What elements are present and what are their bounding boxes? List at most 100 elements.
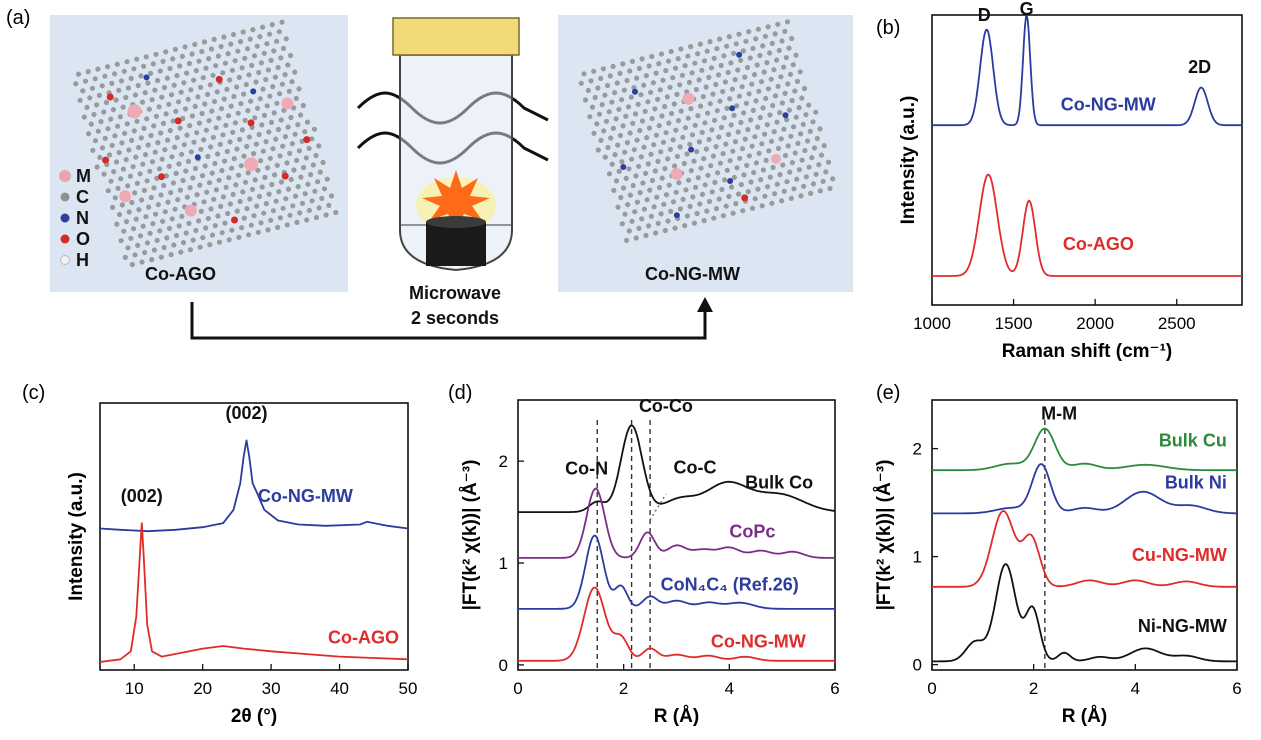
- carbon-atom: [141, 63, 147, 69]
- carbon-atom: [246, 232, 252, 238]
- peak-annotation: M-M: [1041, 403, 1077, 423]
- carbon-atom: [75, 71, 82, 77]
- carbon-atom: [645, 161, 651, 167]
- carbon-atom: [729, 86, 736, 92]
- carbon-atom: [655, 220, 661, 226]
- carbon-atom: [694, 210, 700, 217]
- carbon-atom: [86, 131, 92, 137]
- carbon-atom: [609, 161, 615, 167]
- carbon-atom: [268, 217, 274, 223]
- carbon-atom: [151, 123, 157, 129]
- carbon-atom: [146, 106, 152, 112]
- sample-pellet: [426, 222, 486, 266]
- carbon-atom: [235, 172, 242, 178]
- carbon-atom: [771, 67, 777, 73]
- carbon-atom: [234, 84, 240, 90]
- carbon-atom: [259, 184, 265, 190]
- x-tick-label: 2: [1029, 679, 1038, 698]
- carbon-atom: [278, 55, 284, 61]
- carbon-atom: [650, 80, 657, 86]
- carbon-atom: [165, 137, 171, 143]
- carbon-atom: [164, 235, 170, 241]
- carbon-atom: [679, 72, 686, 78]
- carbon-atom: [212, 223, 218, 229]
- carbon-atom: [84, 104, 90, 110]
- x-tick-label: 2500: [1158, 314, 1196, 333]
- carbon-atom: [710, 91, 716, 97]
- series-label: Co-NG-MW: [1061, 95, 1156, 115]
- carbon-atom: [130, 164, 136, 170]
- carbon-atom: [121, 228, 127, 234]
- carbon-atom: [772, 191, 778, 197]
- carbon-atom: [240, 29, 246, 35]
- carbon-atom: [139, 99, 146, 105]
- carbon-atom: [748, 117, 754, 123]
- carbon-atom: [627, 130, 633, 136]
- carbon-atom: [292, 69, 298, 75]
- carbon-atom: [763, 95, 769, 101]
- carbon-atom: [612, 152, 618, 158]
- carbon-atom: [636, 225, 642, 231]
- carbon-atom: [777, 110, 783, 116]
- series-label: Ni-NG-MW: [1138, 616, 1227, 636]
- carbon-atom: [637, 190, 643, 196]
- carbon-atom: [142, 90, 148, 96]
- carbon-atom: [126, 147, 132, 153]
- carbon-atom: [667, 84, 673, 90]
- carbon-atom: [794, 176, 800, 182]
- carbon-atom: [166, 101, 172, 107]
- carbon-atom: [156, 104, 162, 110]
- carbon-atom: [225, 51, 231, 57]
- carbon-atom: [720, 213, 727, 219]
- panel-b-label: (b): [876, 17, 900, 39]
- carbon-atom: [132, 92, 139, 98]
- x-tick-label: 40: [330, 679, 349, 698]
- legend-m-atom: [59, 170, 71, 182]
- carbon-atom: [592, 94, 598, 101]
- carbon-atom: [707, 39, 713, 45]
- carbon-atom: [646, 223, 652, 229]
- carbon-atom: [287, 212, 293, 218]
- carbon-atom: [648, 213, 655, 219]
- carbon-atom: [742, 74, 748, 80]
- carbon-atom: [135, 82, 141, 89]
- carbon-atom: [260, 24, 266, 30]
- series-label: Co-AGO: [328, 627, 399, 647]
- carbon-atom: [666, 182, 672, 188]
- carbon-atom: [245, 108, 251, 114]
- carbon-atom: [211, 36, 217, 43]
- carbon-atom: [241, 215, 247, 221]
- carbon-atom: [95, 128, 101, 134]
- carbon-atom: [147, 230, 153, 236]
- carbon-atom: [294, 219, 300, 225]
- carbon-atom: [673, 189, 679, 195]
- carbon-atom: [143, 214, 149, 220]
- carbon-atom: [219, 168, 225, 174]
- reaction-vial: [392, 17, 520, 272]
- carbon-atom: [138, 135, 144, 141]
- carbon-atom: [120, 104, 126, 110]
- carbon-atom: [767, 112, 773, 118]
- carbon-atom: [154, 237, 160, 243]
- carbon-atom: [733, 41, 739, 47]
- carbon-atom: [285, 186, 292, 192]
- process-arrow-head: [697, 297, 713, 312]
- carbon-atom: [623, 113, 629, 119]
- carbon-atom: [691, 220, 698, 226]
- carbon-atom: [171, 82, 177, 88]
- oxygen-atom: [247, 119, 255, 127]
- legend-c-label: C: [76, 187, 89, 207]
- carbon-atom: [180, 240, 187, 246]
- carbon-atom: [802, 147, 808, 154]
- carbon-atom: [616, 168, 622, 174]
- carbon-atom: [629, 156, 635, 162]
- x-tick-label: 0: [513, 679, 522, 698]
- peak-annotation: (002): [121, 486, 163, 506]
- carbon-atom: [313, 152, 319, 159]
- carbon-atom: [766, 148, 772, 154]
- carbon-atom: [779, 38, 785, 44]
- carbon-atom: [756, 88, 762, 94]
- carbon-atom: [706, 136, 712, 143]
- carbon-atom: [73, 81, 79, 87]
- carbon-atom: [261, 210, 267, 216]
